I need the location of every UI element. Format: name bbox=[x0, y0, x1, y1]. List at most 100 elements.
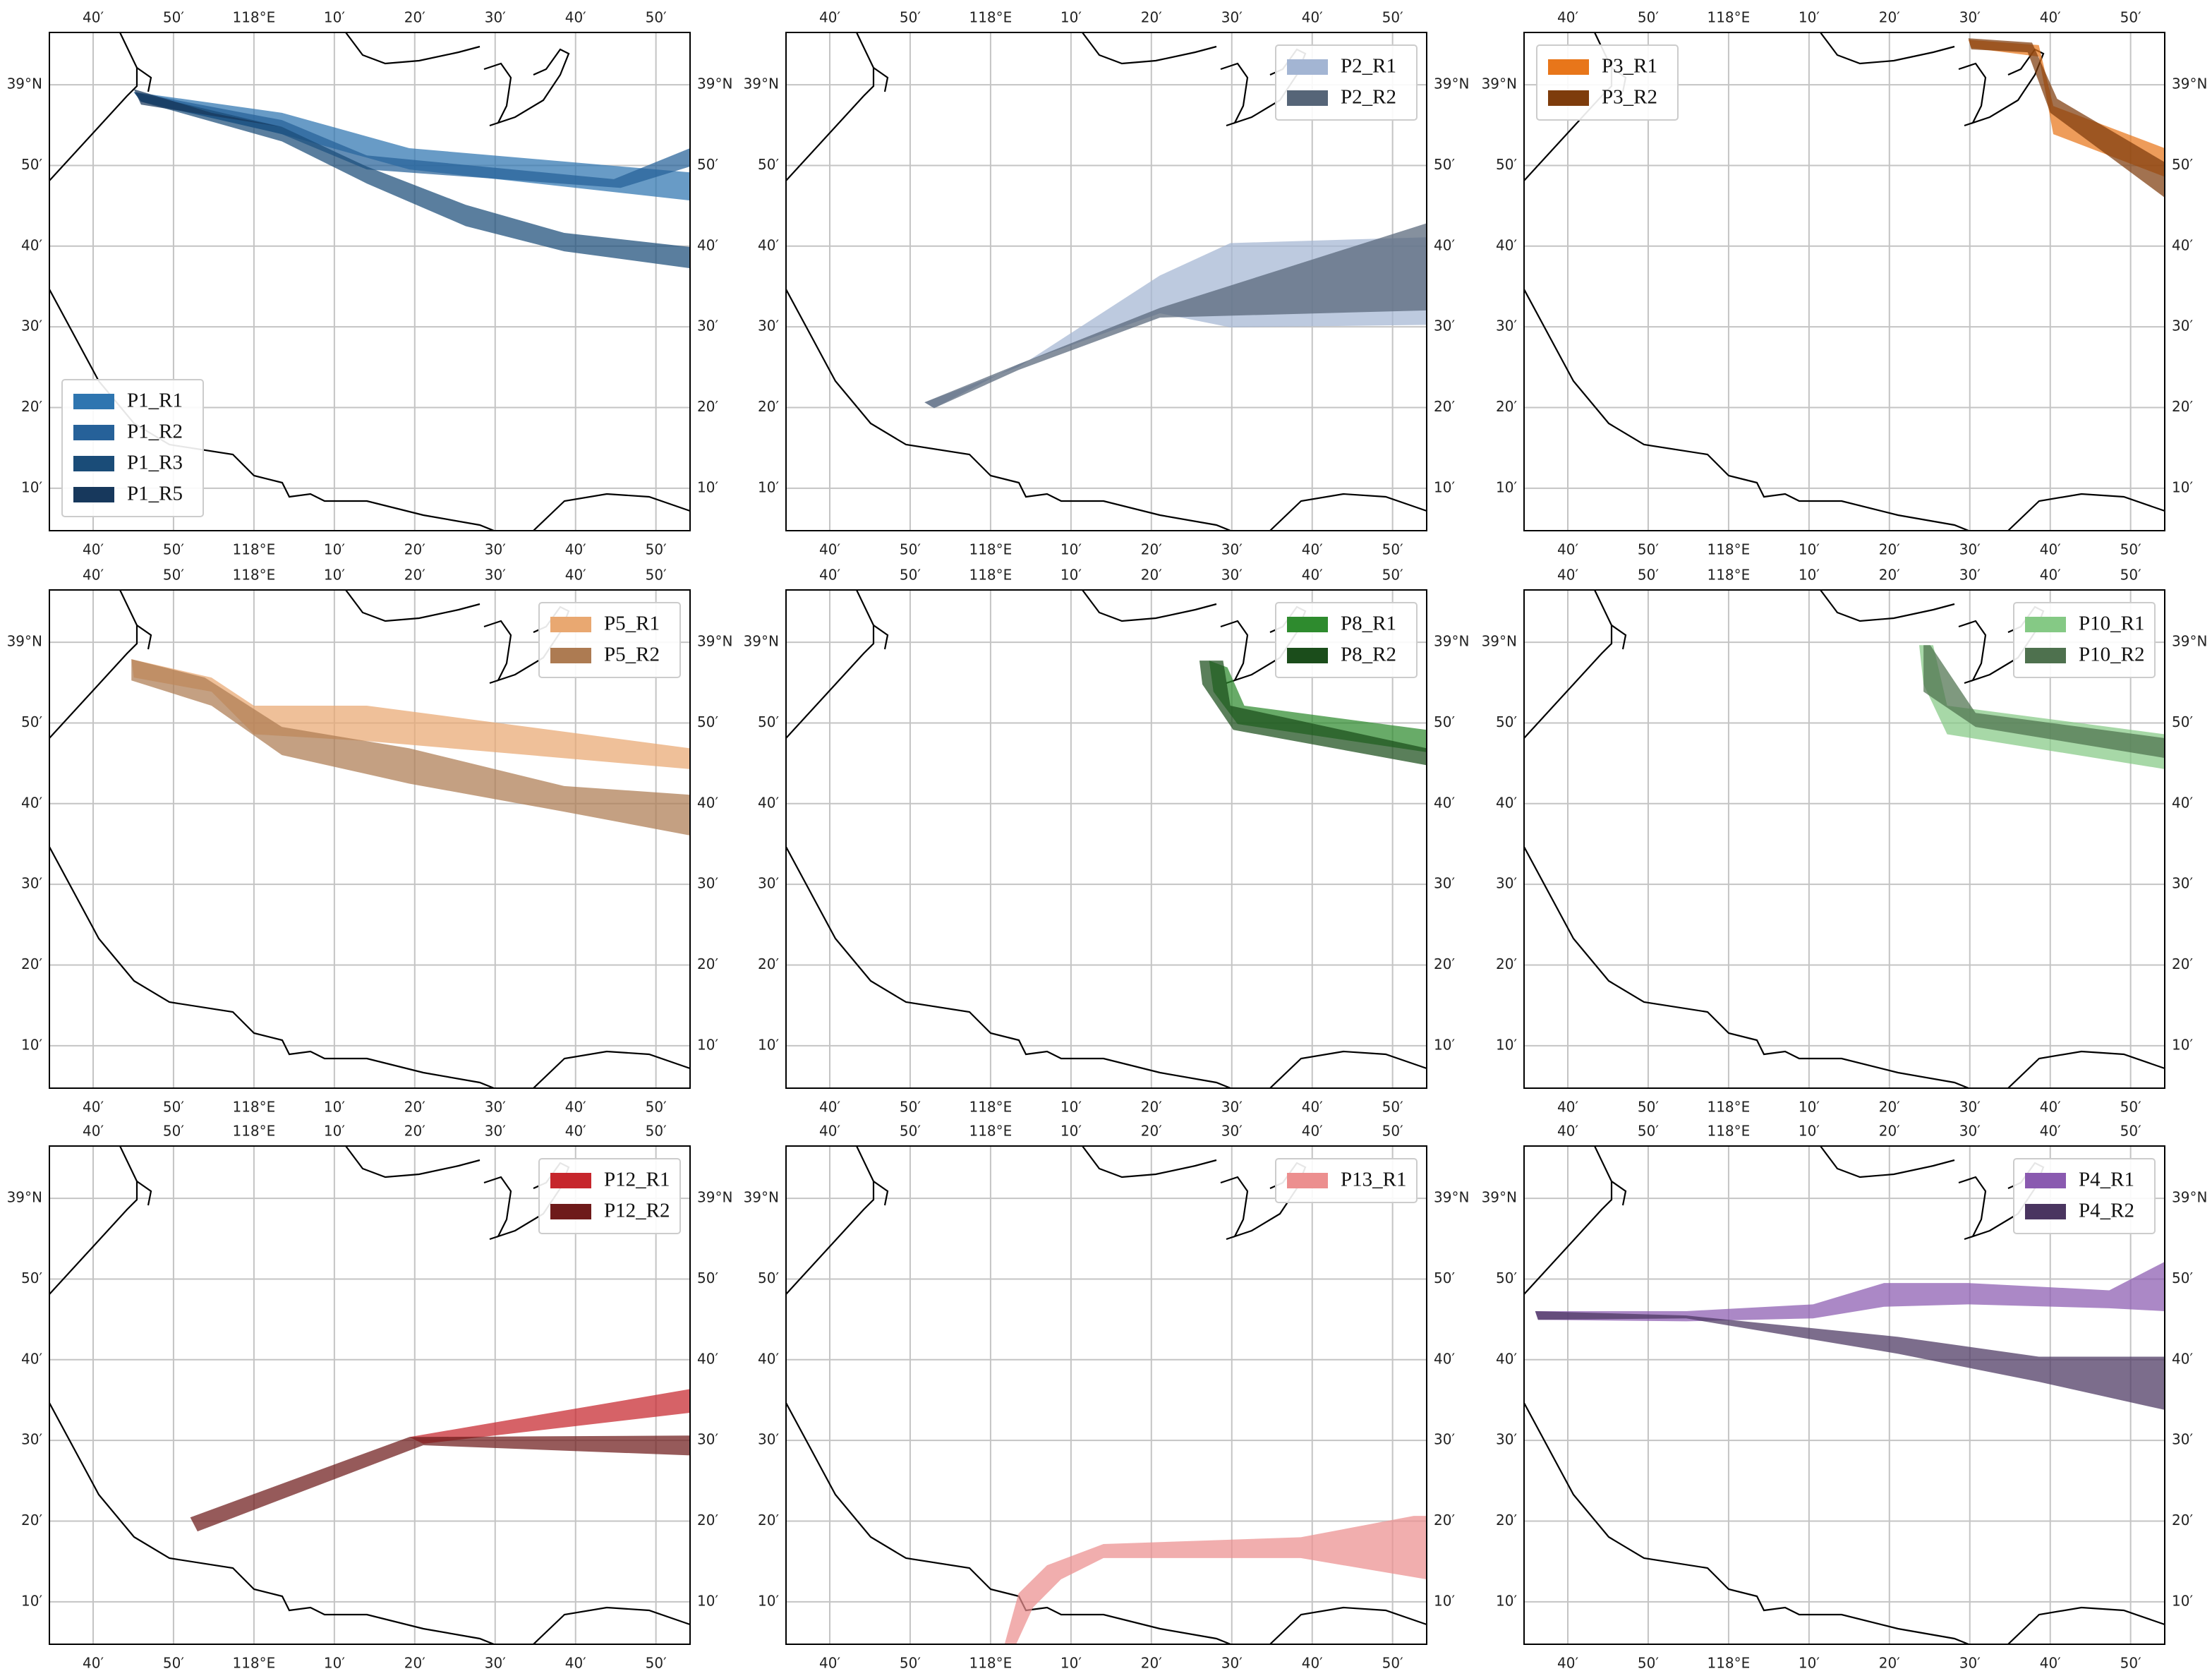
legend-label: P5_R2 bbox=[604, 644, 660, 666]
x-tick-label-bottom: 118°E bbox=[232, 1099, 275, 1116]
x-tick-label-bottom: 30′ bbox=[1221, 1099, 1243, 1116]
x-tick-label-bottom: 30′ bbox=[1959, 541, 1981, 558]
x-tick-label-top: 50′ bbox=[163, 9, 184, 26]
y-tick-label-left: 40′ bbox=[758, 236, 779, 253]
map-frame bbox=[785, 1145, 1427, 1645]
x-tick-label-bottom: 30′ bbox=[485, 1099, 506, 1116]
legend-swatch bbox=[1548, 90, 1589, 106]
map-frame bbox=[49, 32, 691, 531]
y-tick-label-right: 39°N bbox=[1434, 76, 1469, 92]
x-tick-label-bottom: 118°E bbox=[969, 1655, 1012, 1672]
x-tick-label-bottom: 10′ bbox=[324, 1655, 345, 1672]
y-tick-label-left: 40′ bbox=[758, 1350, 779, 1367]
legend: P2_R1 P2_R2 bbox=[1275, 44, 1418, 121]
y-tick-label-left: 20′ bbox=[758, 1512, 779, 1529]
x-tick-label-top: 50′ bbox=[163, 567, 184, 584]
x-tick-label-top: 20′ bbox=[1141, 567, 1162, 584]
x-tick-label-top: 118°E bbox=[969, 567, 1012, 584]
x-tick-label-top: 50′ bbox=[1382, 9, 1403, 26]
x-tick-label-top: 40′ bbox=[1302, 567, 1323, 584]
y-tick-label-right: 10′ bbox=[697, 478, 718, 495]
y-tick-label-right: 39°N bbox=[2172, 633, 2207, 650]
x-tick-label-bottom: 50′ bbox=[646, 1655, 667, 1672]
y-tick-label-right: 20′ bbox=[1434, 398, 1455, 415]
y-tick-label-right: 39°N bbox=[2172, 1189, 2207, 1206]
legend-label: P3_R2 bbox=[1602, 86, 1657, 109]
y-tick-label-left: 39°N bbox=[1482, 633, 1517, 650]
x-tick-label-top: 30′ bbox=[485, 567, 506, 584]
y-tick-label-right: 50′ bbox=[697, 1270, 718, 1286]
y-tick-label-right: 40′ bbox=[697, 1350, 718, 1367]
x-tick-label-bottom: 40′ bbox=[819, 541, 840, 558]
y-tick-label-right: 10′ bbox=[2172, 1592, 2193, 1609]
y-tick-label-left: 20′ bbox=[1496, 1512, 1517, 1529]
legend-label: P4_R2 bbox=[2079, 1200, 2134, 1222]
y-tick-label-left: 10′ bbox=[1496, 478, 1517, 495]
x-tick-label-bottom: 50′ bbox=[2120, 1099, 2141, 1116]
y-tick-label-right: 20′ bbox=[1434, 955, 1455, 972]
map-body bbox=[786, 32, 1427, 531]
legend-box bbox=[61, 379, 204, 517]
legend-swatch bbox=[1287, 90, 1328, 106]
y-tick-label-right: 20′ bbox=[697, 1512, 718, 1529]
x-tick-label-top: 30′ bbox=[1959, 9, 1981, 26]
y-tick-label-right: 40′ bbox=[2172, 794, 2193, 811]
y-tick-label-left: 20′ bbox=[758, 955, 779, 972]
x-tick-label-top: 30′ bbox=[1221, 9, 1243, 26]
y-tick-label-right: 50′ bbox=[2172, 156, 2193, 173]
y-tick-label-left: 50′ bbox=[1496, 713, 1517, 730]
x-tick-label-bottom: 20′ bbox=[404, 1099, 425, 1116]
x-tick-label-bottom: 40′ bbox=[565, 541, 586, 558]
x-tick-label-bottom: 50′ bbox=[900, 1655, 921, 1672]
x-tick-label-top: 30′ bbox=[1221, 1123, 1243, 1140]
map-frame bbox=[1523, 1145, 2165, 1645]
x-tick-label-bottom: 10′ bbox=[1060, 541, 1082, 558]
map-frame bbox=[785, 32, 1427, 531]
y-tick-label-left: 39°N bbox=[744, 76, 779, 92]
x-tick-label-top: 30′ bbox=[485, 1123, 506, 1140]
y-tick-label-left: 10′ bbox=[758, 478, 779, 495]
legend-swatch bbox=[2025, 1173, 2066, 1188]
legend-label: P4_R1 bbox=[2079, 1169, 2134, 1191]
y-tick-label-left: 39°N bbox=[1482, 76, 1517, 92]
x-tick-label-bottom: 40′ bbox=[83, 1099, 104, 1116]
trajectory-band bbox=[1535, 1261, 2165, 1322]
y-tick-label-right: 30′ bbox=[2172, 1431, 2193, 1448]
x-tick-label-bottom: 40′ bbox=[1557, 1099, 1578, 1116]
y-tick-label-right: 50′ bbox=[1434, 713, 1455, 730]
x-tick-label-bottom: 50′ bbox=[646, 541, 667, 558]
x-tick-label-bottom: 40′ bbox=[1557, 541, 1578, 558]
y-tick-label-right: 40′ bbox=[2172, 1350, 2193, 1367]
y-tick-label-right: 30′ bbox=[697, 1431, 718, 1448]
y-tick-label-right: 10′ bbox=[1434, 478, 1455, 495]
map-panel: 40′ 40′ 50′ 50′ 118°E 118°E 10′ 10′ 20′ 20′ 30′ 30′… bbox=[1482, 1123, 2208, 1672]
y-tick-label-left: 20′ bbox=[1496, 955, 1517, 972]
legend-label: P10_R2 bbox=[2079, 644, 2144, 666]
trajectory-band bbox=[1923, 645, 2165, 759]
y-tick-label-left: 39°N bbox=[744, 633, 779, 650]
legend: P13_R1 bbox=[1275, 1158, 1418, 1203]
legend-swatch bbox=[1287, 1173, 1328, 1188]
y-tick-label-right: 50′ bbox=[2172, 713, 2193, 730]
y-tick-label-right: 30′ bbox=[2172, 875, 2193, 892]
y-tick-label-right: 39°N bbox=[697, 76, 732, 92]
x-tick-label-top: 50′ bbox=[646, 567, 667, 584]
legend-swatch bbox=[73, 394, 114, 409]
x-tick-label-top: 10′ bbox=[1060, 9, 1082, 26]
map-frame bbox=[1523, 32, 2165, 531]
x-tick-label-bottom: 50′ bbox=[2120, 1655, 2141, 1672]
y-tick-label-left: 30′ bbox=[758, 1431, 779, 1448]
x-tick-label-top: 40′ bbox=[83, 1123, 104, 1140]
y-tick-label-left: 30′ bbox=[758, 875, 779, 892]
x-tick-label-top: 50′ bbox=[1638, 567, 1659, 584]
y-tick-label-left: 40′ bbox=[21, 236, 42, 253]
coastline bbox=[786, 1146, 1427, 1644]
x-tick-label-bottom: 50′ bbox=[163, 1655, 184, 1672]
x-tick-label-top: 10′ bbox=[1799, 1123, 1820, 1140]
y-tick-label-left: 10′ bbox=[1496, 1592, 1517, 1609]
x-tick-label-top: 50′ bbox=[646, 1123, 667, 1140]
x-tick-label-top: 20′ bbox=[1879, 1123, 1900, 1140]
legend-swatch bbox=[1287, 617, 1328, 632]
x-tick-label-top: 20′ bbox=[404, 1123, 425, 1140]
x-tick-label-bottom: 50′ bbox=[2120, 541, 2141, 558]
